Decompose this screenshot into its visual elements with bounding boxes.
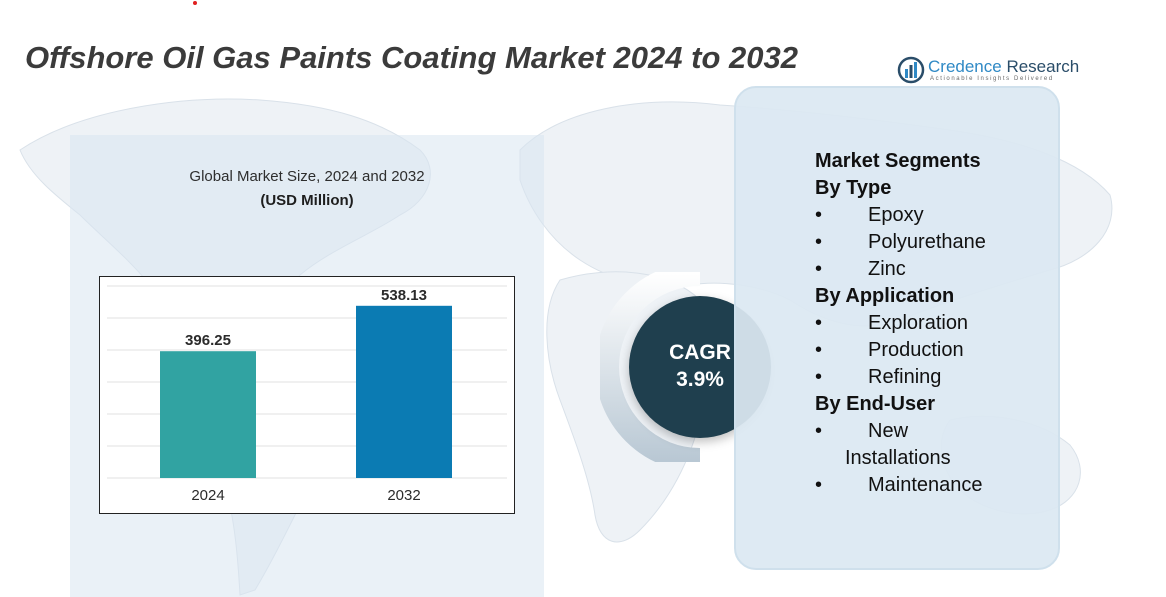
- bullet-icon: •: [815, 474, 823, 496]
- bullet-icon: •: [815, 339, 823, 361]
- page-title: Offshore Oil Gas Paints Coating Market 2…: [25, 40, 798, 75]
- segment-item-label: New Installations: [845, 418, 1055, 472]
- bullet-icon: •: [815, 231, 823, 253]
- list-item: • New Installations: [815, 418, 1055, 472]
- segment-item-label: Maintenance: [868, 474, 983, 496]
- red-dot-marker: [193, 1, 197, 5]
- segment-item-label: Epoxy: [868, 204, 924, 226]
- segment-group-title-end-user: By End-User: [815, 393, 936, 415]
- list-item: • Exploration: [815, 310, 1055, 337]
- segment-item-label-line1: New: [868, 420, 909, 442]
- segment-item-label-line2: Installations: [845, 447, 951, 469]
- logo-name: Credence Research: [928, 57, 1079, 77]
- cagr-label: CAGR: [669, 341, 731, 364]
- bar-chart: 396.25 2024 538.13 2032: [99, 276, 515, 514]
- logo-tagline: Actionable Insights Delivered: [930, 76, 1054, 82]
- logo-bars-icon: [897, 56, 925, 84]
- x-tick-label-2024: 2024: [191, 487, 224, 504]
- segment-item-label: Production: [868, 339, 964, 361]
- cagr-value: 3.9%: [676, 368, 724, 391]
- list-item: • Polyurethane: [815, 229, 1055, 256]
- segment-item-label: Zinc: [868, 258, 906, 280]
- data-label-2024: 396.25: [185, 332, 231, 349]
- bullet-icon: •: [815, 312, 823, 334]
- segments-content: Market Segments By Type • Epoxy • Polyuret…: [815, 148, 1055, 499]
- chart-caption: Global Market Size, 2024 and 2032: [189, 168, 425, 185]
- credence-research-logo: Credence Research Actionable Insights De…: [897, 56, 1079, 86]
- list-item: • Refining: [815, 364, 1055, 391]
- segment-item-label: Refining: [868, 366, 942, 388]
- segments-panel: [734, 86, 1060, 570]
- bullet-icon: •: [815, 258, 823, 280]
- list-item: • Maintenance: [815, 472, 1055, 499]
- segment-item-label: Exploration: [868, 312, 969, 334]
- bullet-icon: •: [815, 204, 823, 226]
- list-item: • Epoxy: [815, 202, 1055, 229]
- segment-item-label: Polyurethane: [868, 231, 986, 253]
- bullet-icon: •: [815, 420, 823, 442]
- chart-unit: (USD Million): [260, 192, 354, 209]
- list-item: • Zinc: [815, 256, 1055, 283]
- segments-heading: Market Segments: [815, 150, 981, 172]
- bar-2032: [356, 305, 452, 478]
- x-tick-label-2032: 2032: [387, 487, 420, 504]
- data-label-2032: 538.13: [381, 287, 427, 304]
- segment-list-type: • Epoxy • Polyurethane • Zinc: [815, 202, 1055, 283]
- segment-list-end-user: • New Installations • Maintenance: [815, 418, 1055, 499]
- logo-name-part2: Research: [1001, 57, 1080, 76]
- logo-name-part1: Credence: [928, 57, 1002, 76]
- cagr-ring-decoration: [600, 272, 701, 462]
- bullet-icon: •: [815, 366, 823, 388]
- bar-2024: [160, 351, 256, 478]
- segment-group-title-type: By Type: [815, 177, 892, 199]
- segment-list-application: • Exploration • Production • Refining: [815, 310, 1055, 391]
- segment-group-title-application: By Application: [815, 285, 955, 307]
- list-item: • Production: [815, 337, 1055, 364]
